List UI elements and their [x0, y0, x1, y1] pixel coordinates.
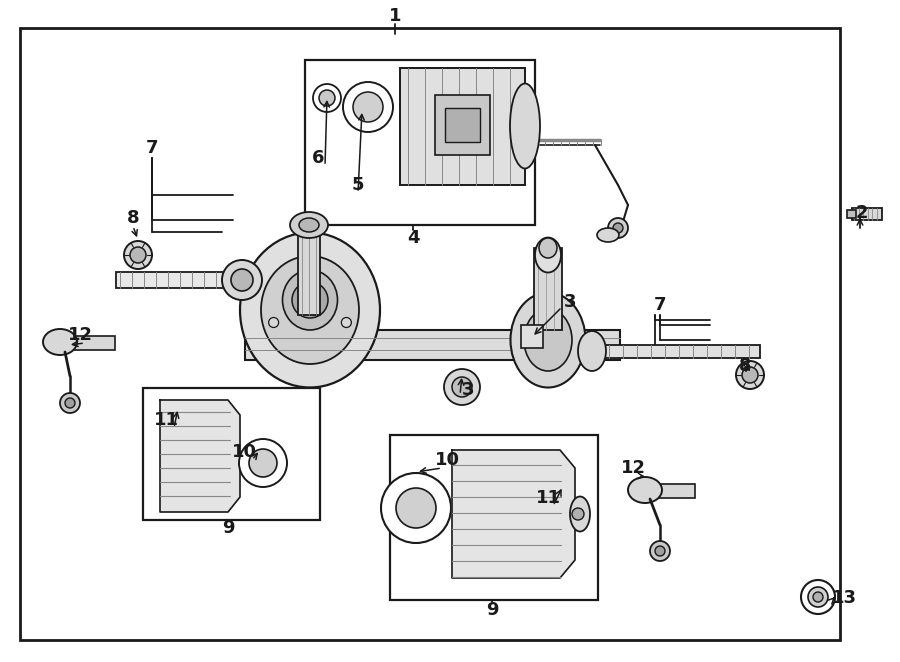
- Circle shape: [650, 541, 670, 561]
- Text: 4: 4: [407, 229, 419, 247]
- Bar: [590, 345, 760, 358]
- Bar: [143, 388, 320, 520]
- Text: 7: 7: [653, 296, 666, 314]
- Circle shape: [381, 473, 451, 543]
- Ellipse shape: [539, 238, 557, 258]
- Bar: [116, 272, 240, 288]
- Ellipse shape: [570, 496, 590, 532]
- Text: 2: 2: [856, 204, 868, 222]
- Bar: [521, 325, 543, 348]
- Ellipse shape: [299, 218, 319, 232]
- Ellipse shape: [578, 331, 606, 371]
- Text: 9: 9: [221, 519, 234, 537]
- Bar: [298, 215, 320, 315]
- Circle shape: [452, 377, 472, 397]
- Text: 10: 10: [231, 443, 256, 461]
- Circle shape: [343, 82, 393, 132]
- Polygon shape: [160, 400, 240, 512]
- Ellipse shape: [628, 477, 662, 503]
- Circle shape: [341, 318, 351, 328]
- Ellipse shape: [535, 238, 561, 273]
- Circle shape: [60, 393, 80, 413]
- Polygon shape: [452, 450, 575, 578]
- Text: 8: 8: [127, 209, 140, 227]
- Text: 7: 7: [146, 139, 158, 157]
- Ellipse shape: [43, 329, 77, 355]
- Circle shape: [396, 488, 436, 528]
- Ellipse shape: [524, 309, 572, 371]
- Circle shape: [305, 250, 315, 260]
- Text: 6: 6: [311, 149, 324, 167]
- Circle shape: [444, 369, 480, 405]
- Text: 10: 10: [435, 451, 460, 469]
- Ellipse shape: [510, 293, 586, 387]
- Bar: [305, 60, 535, 225]
- Bar: [445, 108, 480, 142]
- Circle shape: [130, 247, 146, 263]
- Bar: [435, 95, 490, 155]
- Text: 13: 13: [832, 589, 857, 607]
- Text: 12: 12: [620, 459, 645, 477]
- Text: 8: 8: [739, 357, 752, 375]
- Ellipse shape: [261, 256, 359, 364]
- Bar: [847, 210, 856, 218]
- Circle shape: [736, 361, 764, 389]
- Circle shape: [813, 592, 823, 602]
- Ellipse shape: [283, 270, 338, 330]
- Circle shape: [268, 318, 279, 328]
- Bar: [534, 248, 562, 330]
- Bar: [390, 435, 598, 600]
- Text: 11: 11: [154, 411, 178, 429]
- Circle shape: [313, 84, 341, 112]
- Text: 12: 12: [68, 326, 93, 344]
- Circle shape: [292, 282, 328, 318]
- Ellipse shape: [290, 212, 328, 238]
- Text: 9: 9: [486, 601, 499, 619]
- Bar: [60, 336, 115, 350]
- Text: 1: 1: [389, 7, 401, 25]
- Ellipse shape: [597, 228, 619, 242]
- Circle shape: [655, 546, 665, 556]
- Circle shape: [124, 241, 152, 269]
- Circle shape: [742, 367, 758, 383]
- Circle shape: [65, 398, 75, 408]
- Circle shape: [572, 508, 584, 520]
- Circle shape: [608, 218, 628, 238]
- Text: 5: 5: [352, 176, 365, 194]
- Bar: [640, 484, 695, 498]
- Circle shape: [231, 269, 253, 291]
- Ellipse shape: [510, 83, 540, 169]
- Text: 3: 3: [563, 293, 576, 311]
- Bar: [245, 330, 620, 360]
- Circle shape: [353, 92, 383, 122]
- Circle shape: [249, 449, 277, 477]
- Bar: [400, 68, 525, 185]
- Circle shape: [239, 439, 287, 487]
- Circle shape: [801, 580, 835, 614]
- Bar: [852, 208, 882, 220]
- Circle shape: [808, 587, 828, 607]
- Circle shape: [222, 260, 262, 300]
- Text: 11: 11: [536, 489, 561, 507]
- Circle shape: [613, 223, 623, 233]
- Text: 3: 3: [462, 381, 474, 399]
- Circle shape: [319, 90, 335, 106]
- Ellipse shape: [240, 232, 380, 387]
